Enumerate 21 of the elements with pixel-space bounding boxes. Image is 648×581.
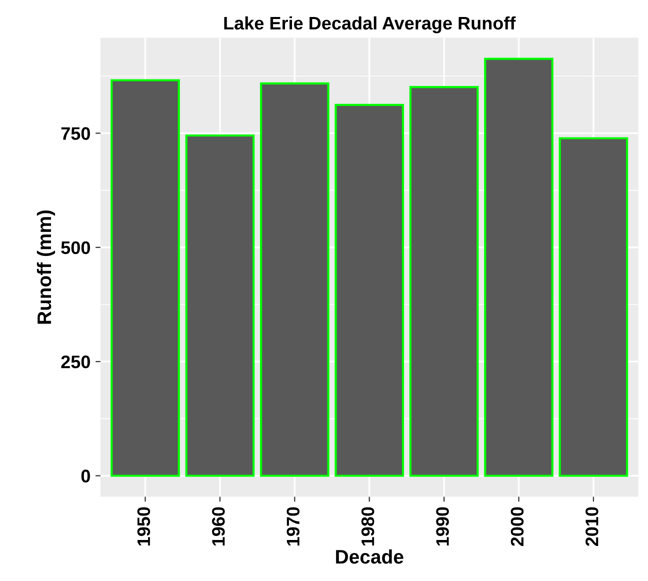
y-axis-title: Runoff (mm) <box>36 210 56 324</box>
x-axis-title: Decade <box>336 549 404 564</box>
chart-title: Lake Erie Decadal Average Runoff <box>224 16 516 34</box>
y-tick-label: 500 <box>61 241 90 254</box>
bar <box>334 104 404 477</box>
bar <box>558 137 628 477</box>
bar <box>185 134 255 477</box>
x-tick-label: 1950 <box>137 507 150 546</box>
bar <box>110 79 180 477</box>
x-tick-label: 2010 <box>586 507 598 546</box>
bar <box>409 86 479 477</box>
x-tick-label: 1960 <box>212 507 225 546</box>
y-tick-label: 250 <box>61 356 90 368</box>
bar <box>484 58 554 477</box>
x-tick-label: 1970 <box>286 507 300 546</box>
x-tick-label: 1990 <box>436 507 449 546</box>
y-tick-label: 750 <box>61 127 90 140</box>
x-tick-label: 2000 <box>510 507 524 546</box>
bar <box>260 82 330 477</box>
x-tick-label: 1980 <box>361 507 374 546</box>
y-tick-label: 0 <box>81 470 90 482</box>
